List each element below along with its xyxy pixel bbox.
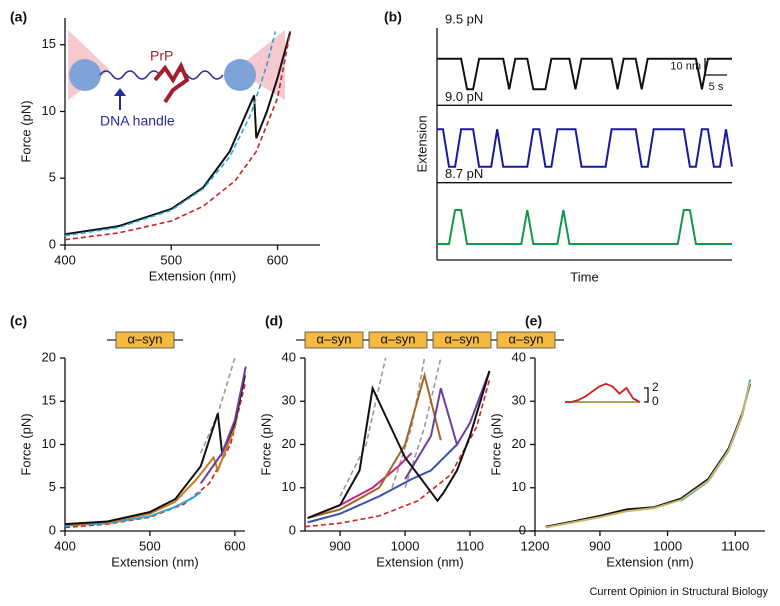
- x-tick-label: 500: [139, 538, 161, 553]
- y-tick-label: 20: [512, 436, 526, 451]
- x-axis-label: Extension (nm): [111, 554, 198, 569]
- data-line: [64, 31, 277, 237]
- inset-illustration: [68, 30, 285, 110]
- domain-box: [115, 331, 175, 349]
- data-line: [64, 370, 246, 526]
- x-tick-label: 600: [267, 252, 289, 267]
- trap-beam: [235, 30, 285, 100]
- panel-label: (b): [384, 9, 402, 25]
- x-axis-label: Extension (nm): [606, 554, 693, 569]
- domain-box: [496, 331, 556, 349]
- domain-box: [368, 331, 428, 349]
- y-tick-label: 40: [512, 349, 526, 364]
- y-axis-label: Force (pN): [18, 100, 33, 162]
- x-tick-label: 600: [224, 538, 246, 553]
- annotation: PrP: [150, 48, 173, 64]
- inset-tick-label: 2: [652, 380, 659, 394]
- y-tick-label: 0: [49, 236, 56, 251]
- data-line: [307, 371, 442, 519]
- dna: [99, 70, 161, 80]
- y-tick-label: 20: [282, 436, 296, 451]
- x-tick-label: 1100: [456, 538, 484, 553]
- data-line: [339, 357, 387, 497]
- axes: [64, 358, 245, 532]
- y-tick-label: 15: [42, 36, 56, 51]
- trace-line: [437, 128, 733, 168]
- y-tick-label: 15: [42, 393, 56, 408]
- data-line: [680, 379, 752, 502]
- y-axis-label: Force (pN): [18, 413, 33, 475]
- inset-scale: [644, 387, 649, 403]
- x-axis-label: Time: [570, 269, 598, 284]
- domain-label: α–syn: [317, 331, 352, 346]
- y-tick-label: 0: [519, 522, 526, 537]
- trace-label: 9.5 pN: [445, 11, 483, 26]
- data-line: [307, 452, 413, 519]
- x-tick-label: 400: [54, 538, 76, 553]
- x-axis-label: Extension (nm): [149, 268, 236, 283]
- y-axis-label: Force (pN): [488, 413, 503, 475]
- panel-label: (d): [265, 313, 283, 329]
- data-line: [307, 370, 491, 519]
- x-axis-label: Extension (nm): [376, 554, 463, 569]
- x-tick-label: 1000: [653, 538, 682, 553]
- panel-label: (e): [525, 313, 542, 329]
- y-tick-label: 10: [42, 103, 56, 118]
- x-tick-label: 900: [589, 538, 611, 553]
- y-tick-label: 10: [42, 436, 56, 451]
- data-line: [545, 381, 752, 529]
- y-axis-label: Force (pN): [258, 413, 273, 475]
- footer: Current Opinion in Structural Biology: [589, 586, 768, 598]
- data-line: [304, 379, 491, 528]
- x-tick-label: 1100: [721, 538, 749, 553]
- trace-label: 8.7 pN: [445, 166, 483, 181]
- domain-label: α–syn: [445, 331, 480, 346]
- domain-box: [432, 331, 492, 349]
- data-line: [64, 31, 292, 241]
- trace-line: [437, 57, 732, 91]
- y-tick-label: 30: [282, 393, 296, 408]
- x-tick-label: 1200: [521, 538, 550, 553]
- y-tick-label: 0: [49, 522, 56, 537]
- bead: [224, 59, 256, 91]
- domain-label: α–syn: [509, 331, 544, 346]
- domain-label: α–syn: [381, 331, 416, 346]
- y-tick-label: 20: [42, 349, 56, 364]
- panel-label: (a): [10, 9, 27, 25]
- inset-tick-label: 0: [652, 394, 659, 408]
- trace-line: [437, 209, 732, 245]
- bead: [69, 59, 101, 91]
- data-line: [545, 383, 752, 528]
- y-tick-label: 0: [289, 522, 296, 537]
- data-line: [199, 366, 247, 484]
- y-tick-label: 5: [49, 170, 56, 185]
- data-line: [404, 370, 491, 480]
- x-tick-label: 1000: [391, 538, 420, 553]
- y-tick-label: 10: [282, 479, 296, 494]
- domain-label: α–syn: [128, 331, 163, 346]
- protein: [153, 61, 190, 104]
- scale-bar-label: 10 nm: [670, 60, 701, 72]
- x-tick-label: 400: [54, 252, 76, 267]
- data-line: [64, 375, 246, 526]
- data-line: [64, 383, 246, 529]
- data-line: [64, 31, 292, 236]
- panel-label: (c): [10, 313, 27, 329]
- domain-box: [304, 331, 364, 349]
- y-tick-label: 5: [49, 479, 56, 494]
- y-tick-label: 10: [512, 479, 526, 494]
- arrowhead: [114, 88, 126, 96]
- y-tick-label: 40: [282, 349, 296, 364]
- trace-label: 9.0 pN: [445, 89, 483, 104]
- y-axis-label: Extension: [414, 115, 429, 172]
- y-tick-label: 30: [512, 393, 526, 408]
- x-tick-label: 500: [160, 252, 182, 267]
- data-line: [307, 443, 458, 524]
- scale-bar-label: 5 s: [709, 81, 724, 93]
- x-tick-label: 900: [329, 538, 351, 553]
- annotation: DNA handle: [100, 113, 175, 129]
- inset-line: [565, 382, 641, 403]
